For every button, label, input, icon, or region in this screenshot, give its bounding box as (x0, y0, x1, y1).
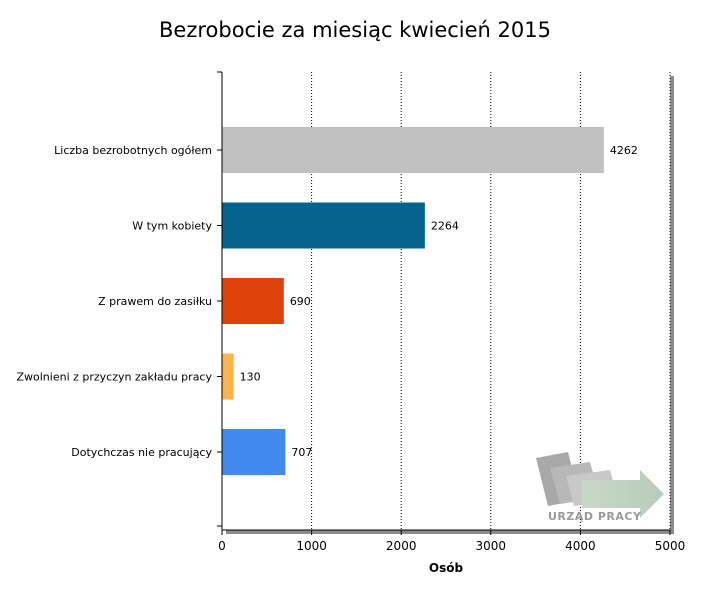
x-tick-label-1000: 1000 (296, 539, 327, 553)
category-labels: Liczba bezrobotnych ogółem W tym kobiety Z… (16, 144, 212, 459)
value-label-1: 4262 (610, 144, 638, 157)
axes (217, 71, 671, 535)
value-label-3: 690 (290, 295, 311, 308)
bar-5 (222, 429, 286, 475)
category-label-5: Dotychczas nie pracujący (71, 446, 212, 459)
urzad-pracy-watermark: URZĄD PRACY (536, 452, 664, 523)
bars (222, 127, 604, 475)
bar-2 (222, 202, 425, 249)
x-tick-label-3000: 3000 (476, 539, 507, 553)
bar-1 (222, 127, 604, 173)
x-tick-label-4000: 4000 (565, 539, 596, 553)
value-labels: 4262 2264 690 130 707 (240, 144, 638, 459)
value-label-2: 2264 (431, 220, 459, 233)
value-label-4: 130 (240, 371, 261, 384)
x-tick-label-0: 0 (218, 539, 226, 553)
x-axis-title: Osób (429, 561, 464, 575)
value-label-5: 707 (291, 446, 312, 459)
watermark-text: URZĄD PRACY (548, 510, 642, 523)
category-label-4: Zwolnieni z przyczyn zakładu pracy (16, 371, 212, 384)
category-label-1: Liczba bezrobotnych ogółem (54, 144, 212, 157)
x-tick-labels: 0 1000 2000 3000 4000 5000 (218, 539, 685, 553)
grid-lines (311, 72, 671, 530)
category-label-3: Z prawem do zasiłku (98, 295, 212, 308)
bar-4 (222, 353, 234, 400)
x-tick-label-2000: 2000 (386, 539, 417, 553)
bar-3 (222, 278, 284, 324)
category-label-2: W tym kobiety (132, 220, 212, 233)
chart-title: Bezrobocie za miesiąc kwiecień 2015 (159, 18, 551, 42)
x-tick-label-5000: 5000 (655, 539, 686, 553)
watermark-arrow (582, 470, 664, 518)
